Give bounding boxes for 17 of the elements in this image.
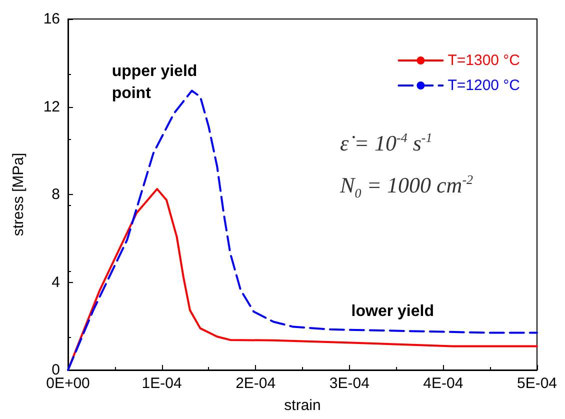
x-tick-label: 1E-04 — [142, 375, 182, 392]
y-tick-label: 4 — [52, 274, 60, 291]
legend-label: T=1300 °C — [448, 52, 520, 69]
annotation: N$_{0}$ = 1000 cm$^{-2}$ — [340, 172, 474, 202]
y-tick-label: 16 — [43, 10, 60, 28]
y-tick-label: 8 — [52, 186, 60, 203]
legend-label: T=1200 °C — [448, 77, 520, 94]
y-axis-title: stress [MPa] — [10, 152, 27, 236]
x-tick-label: 5E-04 — [516, 375, 558, 392]
x-tick-label: 3E-04 — [329, 375, 370, 392]
y-tick-label: 12 — [43, 98, 60, 116]
annotation: ε̇ = 10$^{-4}$ s$^{-1}$ — [340, 130, 432, 156]
x-tick-label: 4E-04 — [423, 375, 464, 392]
x-tick-label: 2E-04 — [236, 375, 276, 392]
annotation: lower yield — [351, 303, 434, 320]
annotation: upper yield point — [112, 63, 198, 102]
x-axis-title: strain — [284, 397, 321, 414]
